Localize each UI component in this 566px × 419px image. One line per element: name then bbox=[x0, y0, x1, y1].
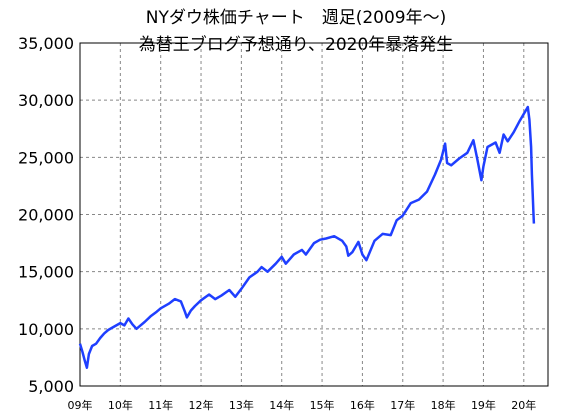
x-tick-label: 18年 bbox=[431, 398, 456, 412]
y-tick-label: 15,000 bbox=[18, 263, 74, 282]
x-tick-label: 14年 bbox=[269, 398, 294, 412]
y-tick-label: 5,000 bbox=[28, 377, 74, 396]
series-group bbox=[78, 105, 536, 369]
x-axis: 09年 10年 11年 12年 13年 14年 15年 16年 17年 18年 19年 20年 bbox=[68, 398, 537, 412]
x-tick-label: 15年 bbox=[310, 398, 335, 412]
x-tick-label: 12年 bbox=[189, 398, 214, 412]
y-tick-label: 25,000 bbox=[18, 148, 74, 167]
x-tick-label: 16年 bbox=[350, 398, 375, 412]
x-tick-label: 09年 bbox=[68, 398, 93, 412]
y-tick-label: 10,000 bbox=[18, 320, 74, 339]
plot-frame bbox=[79, 42, 549, 387]
x-tick-label: 10年 bbox=[108, 398, 133, 412]
y-tick-label: 35,000 bbox=[18, 34, 74, 53]
y-tick-label: 30,000 bbox=[18, 91, 74, 110]
chart-title: NYダウ株価チャート 週足(2009年～) bbox=[146, 8, 446, 28]
x-tick-label: 17年 bbox=[390, 398, 415, 412]
y-axis: 5,000 10,000 15,000 20,000 25,000 30,000 35,00… bbox=[18, 34, 74, 396]
x-tick-label: 11年 bbox=[148, 398, 173, 412]
chart-subtitle: 為替王ブログ予想通り、2020年暴落発生 bbox=[139, 34, 454, 55]
grid-lines bbox=[80, 43, 548, 386]
series-line bbox=[78, 105, 536, 369]
y-tick-label: 20,000 bbox=[18, 206, 74, 225]
x-tick-label: 20年 bbox=[511, 398, 536, 412]
x-tick-label: 19年 bbox=[471, 398, 496, 412]
x-tick-label: 13年 bbox=[229, 398, 254, 412]
